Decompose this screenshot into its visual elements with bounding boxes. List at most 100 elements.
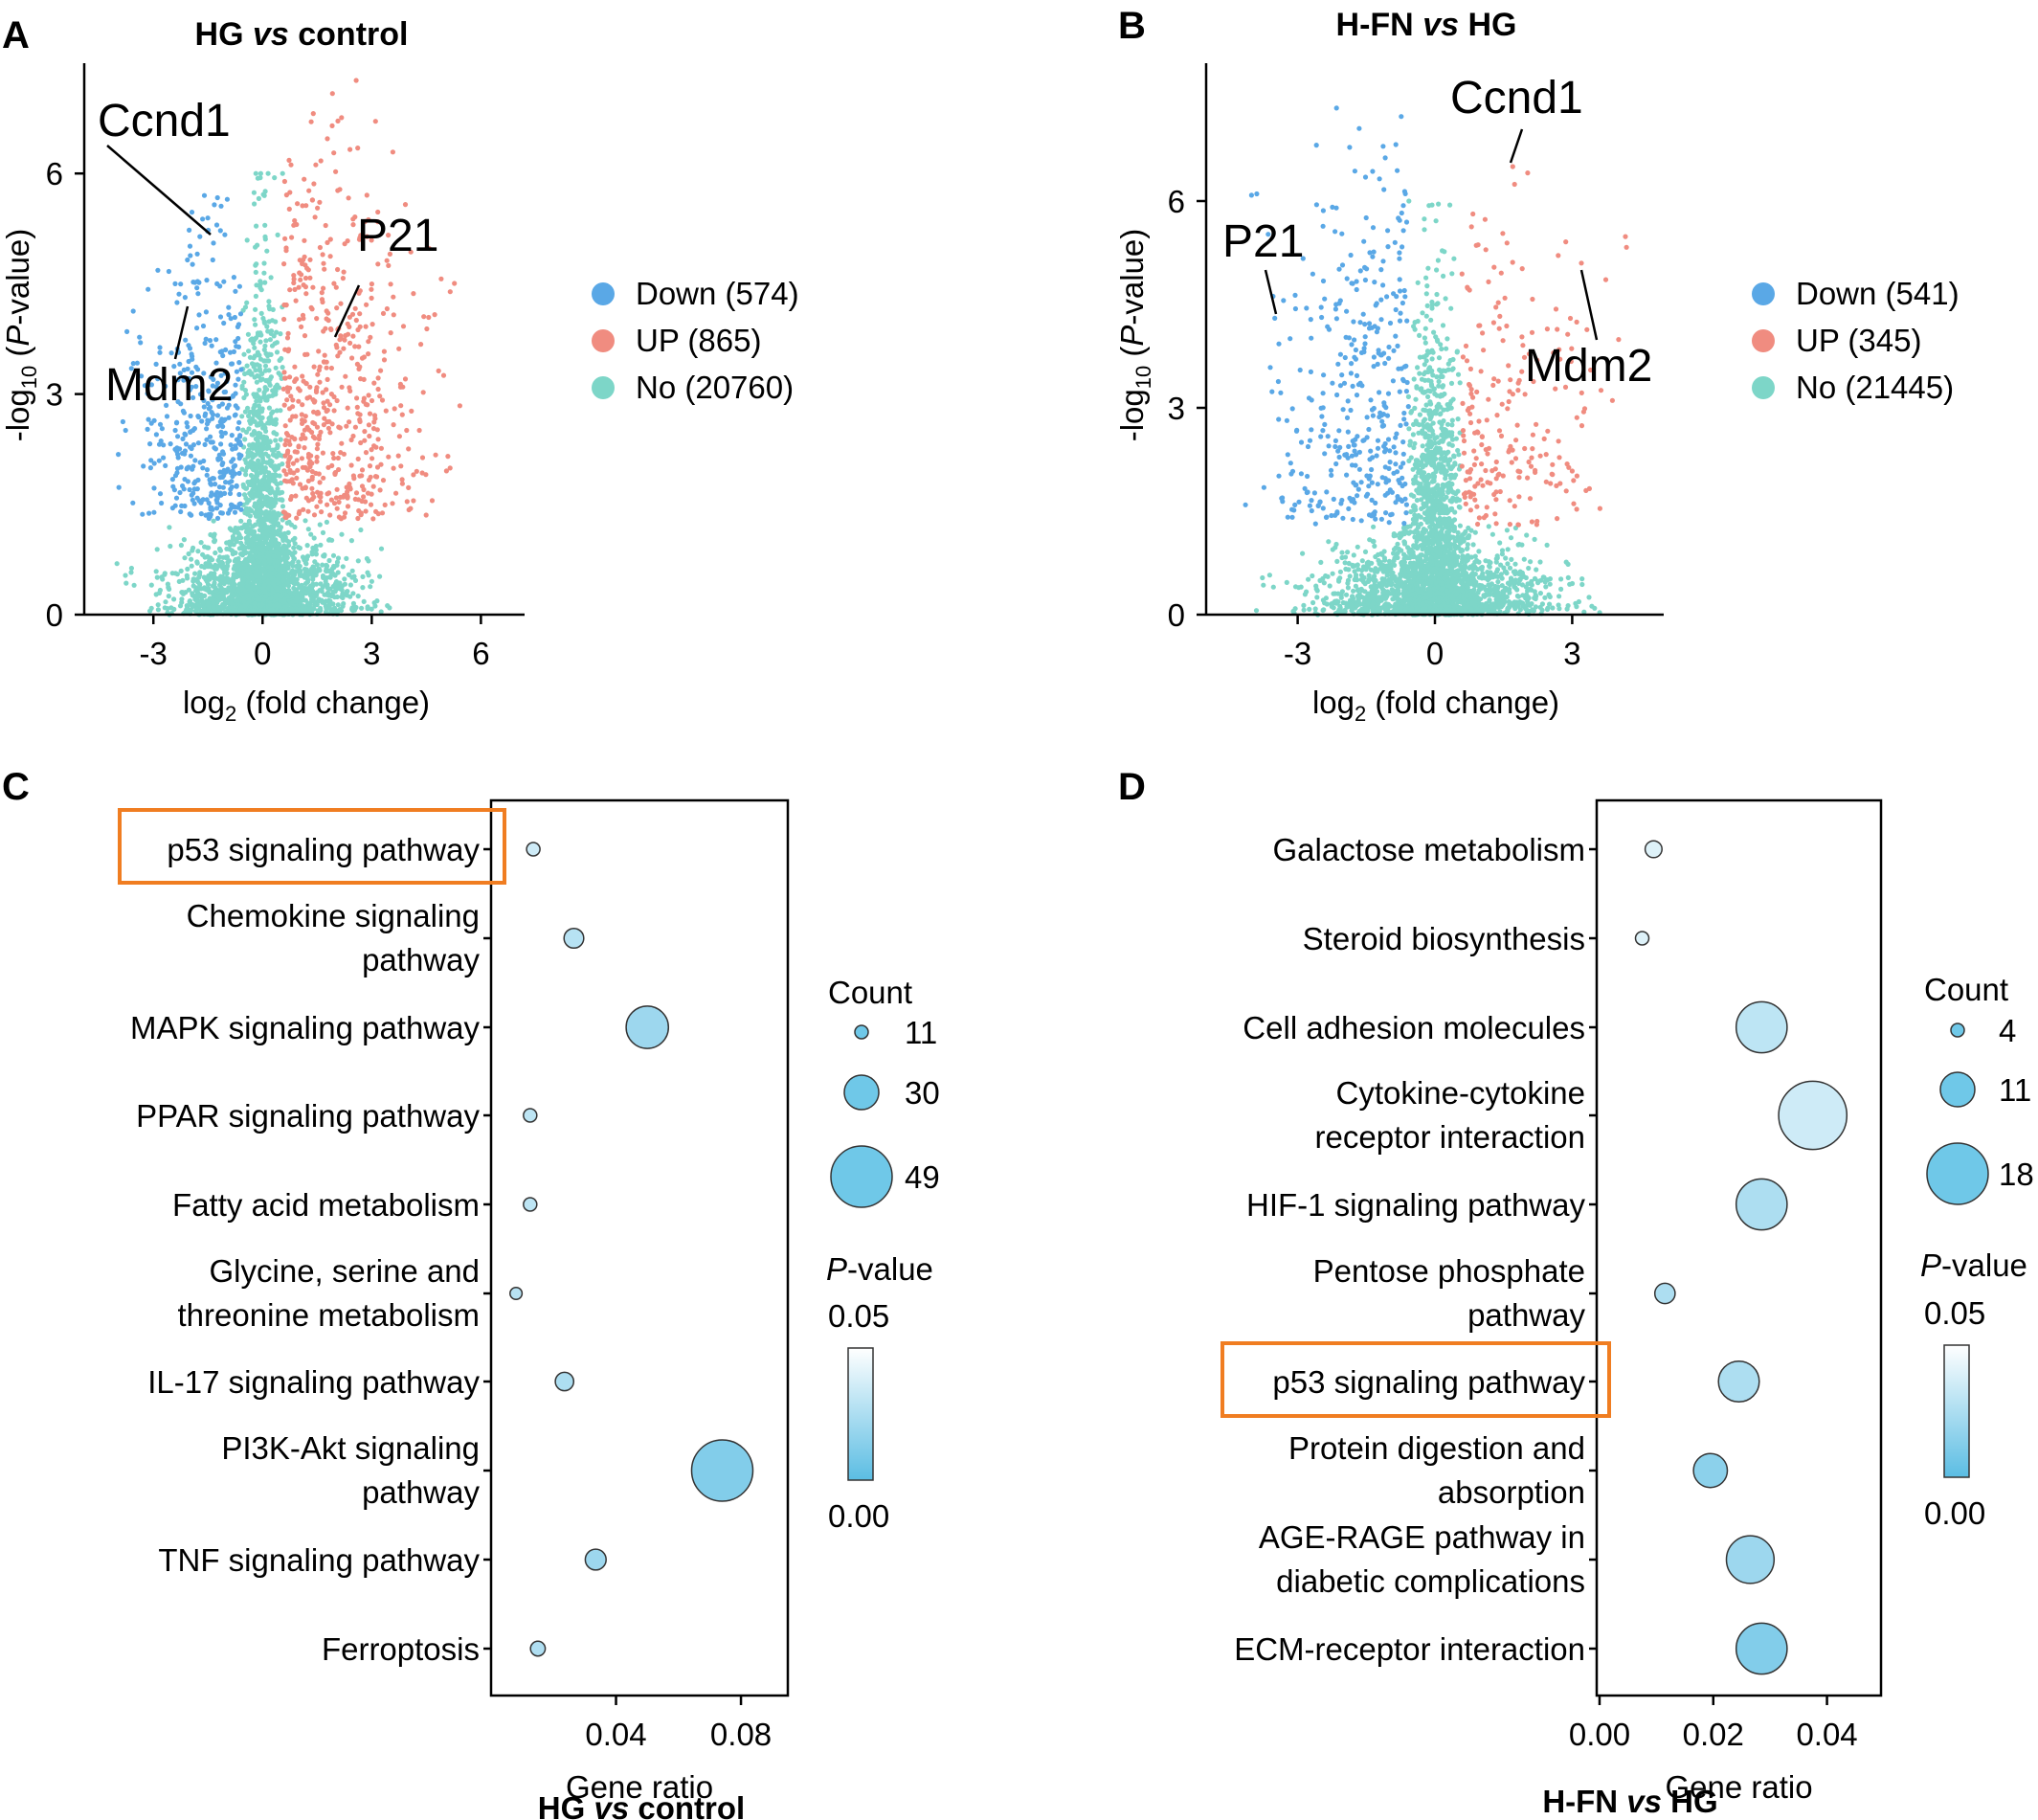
point-no-A [212,581,217,587]
point-no-A [258,170,263,176]
point-no-A [212,573,217,579]
point-down-A [168,350,174,356]
point-up-A [314,459,320,464]
point-no-A [261,320,267,326]
point-no-A [312,559,318,565]
point-up-A [302,484,308,490]
point-no-B [1432,391,1438,396]
point-up-A [339,384,345,390]
point-no-A [250,608,256,614]
point-no-A [241,484,247,490]
point-up-A [398,403,404,409]
point-down-A [220,484,226,490]
point-no-A [179,590,185,595]
point-up-A [345,489,350,495]
point-down-A [194,486,200,492]
labeled-point-mdm2-A [172,281,178,286]
point-no-B [1310,573,1315,579]
point-up-A [363,401,369,407]
point-no-A [316,566,322,572]
point-up-A [357,473,363,479]
point-no-B [1455,447,1461,454]
point-no-A [280,365,285,371]
point-up-A [325,239,330,245]
point-up-A [297,388,302,393]
point-up-A [419,455,426,461]
point-up-A [390,149,395,155]
point-no-A [235,559,241,565]
point-no-A [254,510,259,516]
point-no-A [123,580,129,586]
annotation-mdm2-a: Mdm2 [105,360,233,411]
point-no-A [202,554,208,560]
point-no-A [299,591,304,597]
point-up-A [420,390,426,395]
point-up-A [337,349,343,355]
point-up-A [327,254,333,259]
point-up-A [312,214,318,220]
point-no-B [1428,317,1434,323]
point-down-A [202,441,208,447]
point-up-A [317,244,323,251]
point-up-A [341,269,347,275]
point-up-A [286,206,292,212]
point-no-A [276,450,281,456]
point-up-A [312,421,318,427]
point-no-A [249,464,255,470]
point-no-A [258,431,263,437]
point-no-A [253,368,258,373]
point-up-A [391,294,396,300]
point-down-A [180,436,186,441]
point-no-A [178,542,184,549]
point-no-A [263,509,269,515]
point-up-A [333,284,339,290]
point-no-A [243,506,250,511]
point-no-A [263,428,269,434]
point-down-A [189,210,195,215]
point-down-A [232,462,238,468]
point-no-A [202,564,208,571]
point-down-A [207,477,213,483]
annotation-p21-a: P21 [357,211,438,261]
point-down-A [116,484,122,490]
point-no-A [307,587,313,593]
point-no-B [1497,540,1503,546]
point-up-A [335,455,341,461]
point-up-A [303,381,309,387]
point-no-A [162,571,168,576]
point-no-A [226,558,233,564]
point-down-A [182,503,188,509]
point-down-A [156,441,163,447]
point-down-A [217,456,223,461]
point-up-A [291,273,297,279]
point-up-A [313,162,319,168]
point-no-B [1422,326,1428,331]
point-no-A [190,578,196,584]
point-up-A [318,499,324,505]
point-no-A [257,595,263,602]
point-down-A [214,515,221,522]
point-up-A [368,502,374,507]
point-no-A [350,600,356,607]
point-no-A [261,270,267,276]
point-no-A [265,608,271,614]
point-no-A [332,595,338,600]
point-no-A [264,324,270,329]
point-down-A [233,391,238,396]
point-up-A [300,312,306,318]
point-no-A [249,507,255,514]
point-up-A [354,395,360,401]
point-no-A [272,499,278,505]
point-no-B [1558,586,1564,593]
point-up-A [346,195,351,201]
point-no-A [218,585,224,591]
point-up-A [347,146,353,152]
point-up-A [370,483,376,489]
point-no-A [246,447,252,453]
point-no-A [241,351,247,357]
point-no-A [210,557,215,563]
point-down-A [195,291,201,297]
point-no-A [273,365,279,371]
point-no-A [257,366,262,372]
